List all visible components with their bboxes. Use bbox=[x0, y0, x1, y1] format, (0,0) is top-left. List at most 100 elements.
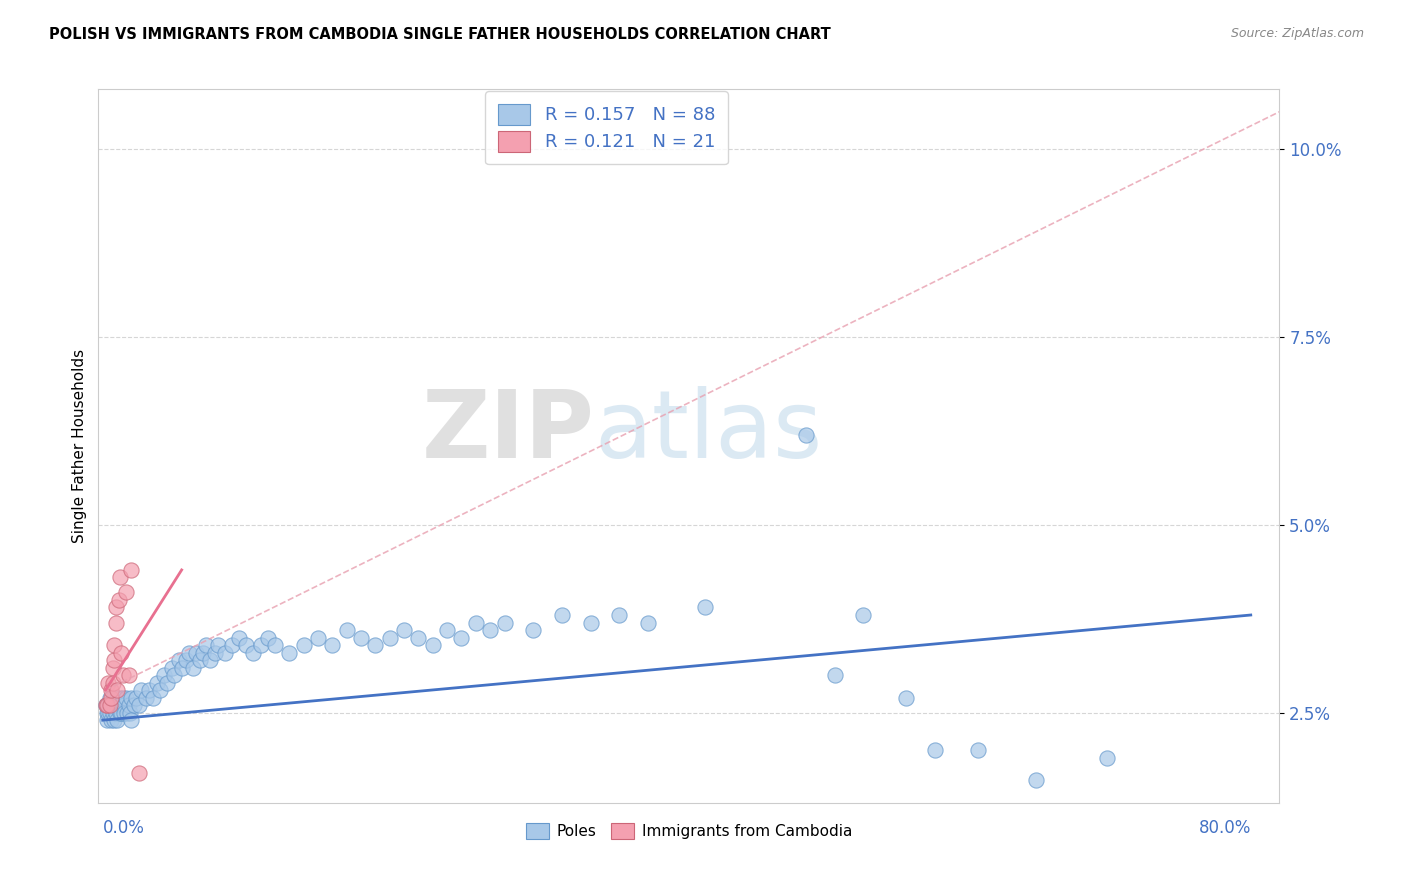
Point bbox=[103, 638, 125, 652]
Point bbox=[101, 690, 124, 705]
Point bbox=[146, 675, 169, 690]
Point bbox=[138, 683, 160, 698]
Point bbox=[193, 646, 215, 660]
Point bbox=[249, 638, 271, 652]
Point bbox=[824, 668, 846, 682]
Point bbox=[163, 668, 186, 682]
Point bbox=[108, 690, 131, 705]
Point bbox=[110, 706, 132, 720]
Point bbox=[214, 646, 236, 660]
Point bbox=[107, 698, 129, 713]
Point bbox=[170, 660, 193, 674]
Point bbox=[104, 706, 127, 720]
Y-axis label: Single Father Households: Single Father Households bbox=[72, 349, 87, 543]
Point bbox=[110, 646, 132, 660]
Point bbox=[111, 668, 134, 682]
Point bbox=[117, 698, 139, 713]
Point bbox=[104, 600, 127, 615]
Point bbox=[128, 698, 150, 713]
Point bbox=[479, 623, 502, 637]
Point bbox=[174, 653, 197, 667]
Point bbox=[142, 690, 165, 705]
Point bbox=[149, 683, 172, 698]
Point bbox=[436, 623, 458, 637]
Point bbox=[124, 698, 146, 713]
Point bbox=[112, 698, 135, 713]
Point bbox=[103, 653, 125, 667]
Point bbox=[321, 638, 343, 652]
Point bbox=[96, 713, 118, 727]
Text: atlas: atlas bbox=[595, 385, 823, 478]
Point bbox=[221, 638, 243, 652]
Point bbox=[110, 698, 132, 713]
Point bbox=[156, 675, 179, 690]
Point bbox=[120, 563, 142, 577]
Point bbox=[104, 615, 127, 630]
Point bbox=[94, 698, 117, 713]
Point bbox=[128, 765, 150, 780]
Point bbox=[278, 646, 301, 660]
Point bbox=[695, 600, 717, 615]
Point bbox=[336, 623, 359, 637]
Point bbox=[522, 623, 544, 637]
Point bbox=[378, 631, 401, 645]
Point bbox=[350, 631, 373, 645]
Point bbox=[115, 706, 138, 720]
Point bbox=[450, 631, 472, 645]
Point bbox=[551, 607, 574, 622]
Point bbox=[494, 615, 516, 630]
Point bbox=[101, 675, 124, 690]
Point bbox=[153, 668, 176, 682]
Point bbox=[184, 646, 207, 660]
Point bbox=[108, 570, 131, 584]
Point bbox=[422, 638, 444, 652]
Point bbox=[103, 713, 125, 727]
Point bbox=[200, 653, 222, 667]
Text: ZIP: ZIP bbox=[422, 385, 595, 478]
Point bbox=[98, 690, 121, 705]
Point bbox=[94, 698, 117, 713]
Text: POLISH VS IMMIGRANTS FROM CAMBODIA SINGLE FATHER HOUSEHOLDS CORRELATION CHART: POLISH VS IMMIGRANTS FROM CAMBODIA SINGL… bbox=[49, 27, 831, 42]
Point bbox=[794, 427, 817, 442]
Point bbox=[967, 743, 990, 757]
Point bbox=[207, 638, 229, 652]
Point bbox=[111, 690, 134, 705]
Point bbox=[96, 706, 118, 720]
Point bbox=[167, 653, 190, 667]
Point bbox=[228, 631, 250, 645]
Point bbox=[177, 646, 200, 660]
Point bbox=[364, 638, 387, 652]
Point bbox=[637, 615, 659, 630]
Point bbox=[100, 713, 122, 727]
Text: 0.0%: 0.0% bbox=[103, 820, 145, 838]
Point bbox=[264, 638, 287, 652]
Point bbox=[896, 690, 918, 705]
Point bbox=[392, 623, 415, 637]
Point bbox=[97, 675, 120, 690]
Point bbox=[131, 683, 153, 698]
Point bbox=[1097, 750, 1119, 764]
Point bbox=[107, 593, 129, 607]
Point bbox=[307, 631, 329, 645]
Point bbox=[105, 713, 128, 727]
Point bbox=[100, 698, 122, 713]
Point bbox=[464, 615, 486, 630]
Point bbox=[100, 683, 122, 698]
Point bbox=[117, 668, 139, 682]
Point bbox=[114, 585, 136, 599]
Point bbox=[125, 690, 148, 705]
Point bbox=[97, 706, 120, 720]
Point bbox=[112, 706, 135, 720]
Point bbox=[292, 638, 315, 652]
Point bbox=[235, 638, 257, 652]
Point bbox=[118, 706, 141, 720]
Point bbox=[188, 653, 211, 667]
Point bbox=[924, 743, 946, 757]
Point bbox=[100, 690, 122, 705]
Point bbox=[98, 706, 121, 720]
Text: 80.0%: 80.0% bbox=[1198, 820, 1251, 838]
Point bbox=[204, 646, 226, 660]
Point bbox=[852, 607, 875, 622]
Point bbox=[1024, 773, 1046, 788]
Point bbox=[120, 713, 142, 727]
